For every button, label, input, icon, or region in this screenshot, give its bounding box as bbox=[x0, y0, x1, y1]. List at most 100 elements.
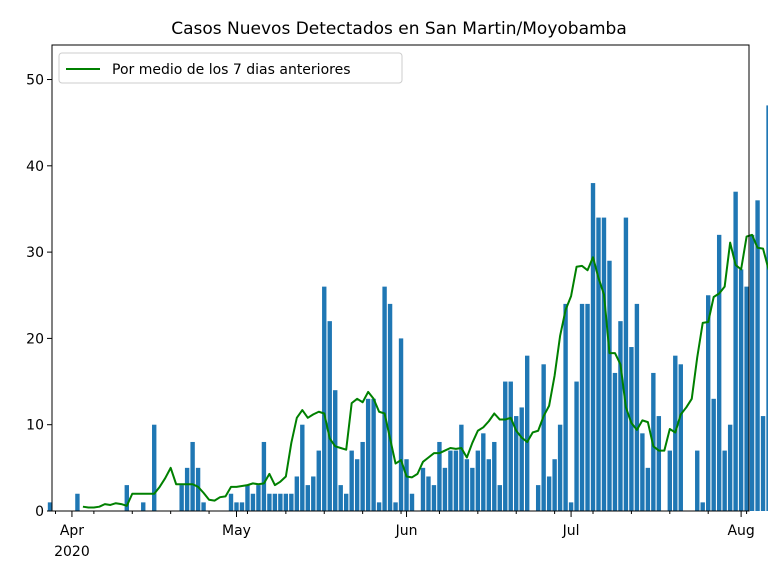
bar bbox=[722, 450, 727, 511]
bar bbox=[283, 493, 289, 511]
bar bbox=[738, 269, 744, 511]
bar bbox=[492, 441, 497, 511]
bar bbox=[481, 433, 486, 511]
legend-label: Por medio de los 7 dias anteriores bbox=[112, 62, 351, 78]
bar bbox=[431, 485, 437, 511]
plot-frame bbox=[51, 44, 750, 512]
y-tick-label: 30 bbox=[26, 245, 44, 261]
bar bbox=[272, 493, 278, 511]
bar bbox=[535, 485, 541, 511]
bar bbox=[387, 303, 393, 511]
bar bbox=[190, 441, 195, 511]
bar bbox=[382, 286, 387, 511]
bar bbox=[47, 502, 53, 511]
bar bbox=[365, 398, 371, 511]
bar bbox=[755, 200, 760, 511]
bar bbox=[124, 485, 129, 511]
x-tick-label: Apr bbox=[60, 523, 84, 539]
bar bbox=[184, 467, 190, 511]
bar bbox=[464, 459, 470, 511]
bar bbox=[239, 502, 245, 511]
chart-title: Casos Nuevos Detectados en San Martin/Mo… bbox=[171, 19, 627, 39]
bar bbox=[760, 416, 766, 511]
bar bbox=[541, 364, 546, 511]
bar bbox=[695, 450, 700, 511]
bar bbox=[612, 372, 618, 511]
x-tick-sublabel: 2020 bbox=[54, 544, 90, 560]
bar bbox=[316, 450, 321, 511]
bar bbox=[305, 485, 310, 511]
bar bbox=[716, 234, 722, 511]
bar bbox=[568, 502, 574, 511]
bar bbox=[514, 416, 519, 511]
bar bbox=[656, 416, 662, 511]
bar bbox=[766, 105, 768, 511]
bar bbox=[563, 303, 568, 511]
bar bbox=[503, 381, 508, 511]
bar bbox=[557, 424, 563, 511]
bar bbox=[228, 493, 234, 511]
bar bbox=[322, 286, 327, 511]
bar bbox=[596, 217, 601, 511]
moving-average-line bbox=[82, 233, 768, 509]
bar bbox=[623, 217, 629, 511]
bar bbox=[442, 467, 448, 511]
bar bbox=[349, 450, 354, 511]
bar bbox=[448, 450, 453, 511]
bar bbox=[678, 364, 683, 511]
bar bbox=[250, 493, 256, 511]
bar bbox=[574, 381, 579, 511]
bar bbox=[475, 450, 481, 511]
bar bbox=[267, 493, 272, 511]
bar bbox=[354, 459, 360, 511]
y-tick-label: 20 bbox=[26, 331, 44, 347]
bar bbox=[344, 493, 349, 511]
bar bbox=[289, 493, 294, 511]
bar bbox=[420, 467, 426, 511]
bar bbox=[552, 459, 557, 511]
bar bbox=[426, 476, 431, 511]
bar bbox=[749, 234, 755, 511]
bar bbox=[371, 398, 376, 511]
bar bbox=[640, 433, 645, 511]
bar bbox=[546, 476, 552, 511]
bar bbox=[294, 476, 300, 511]
bar bbox=[311, 476, 316, 511]
bar bbox=[453, 450, 459, 511]
bar bbox=[234, 502, 239, 511]
line-series bbox=[82, 233, 768, 509]
bar bbox=[700, 502, 705, 511]
y-tick-label: 10 bbox=[26, 418, 44, 434]
bar bbox=[201, 502, 206, 511]
bar bbox=[733, 191, 738, 511]
bar bbox=[618, 321, 623, 511]
bar bbox=[579, 303, 585, 511]
bar bbox=[398, 338, 404, 511]
bar bbox=[645, 467, 651, 511]
bar bbox=[706, 295, 711, 511]
bar bbox=[179, 485, 184, 511]
bar bbox=[141, 502, 146, 511]
bar bbox=[338, 485, 343, 511]
x-tick-label: May bbox=[222, 523, 251, 539]
bar bbox=[245, 485, 250, 511]
bar bbox=[727, 424, 733, 511]
bar bbox=[667, 450, 672, 511]
bar bbox=[409, 493, 415, 511]
bar bbox=[634, 303, 640, 511]
y-tick-label: 0 bbox=[35, 504, 44, 520]
bar bbox=[152, 424, 157, 511]
bar bbox=[376, 502, 382, 511]
y-tick-label: 50 bbox=[26, 73, 44, 89]
bar bbox=[278, 493, 283, 511]
bar bbox=[525, 355, 530, 511]
bar bbox=[601, 217, 607, 511]
bar bbox=[711, 398, 716, 511]
bar bbox=[585, 303, 590, 511]
bar-series bbox=[47, 105, 768, 511]
bar bbox=[300, 424, 305, 511]
bar bbox=[459, 424, 464, 511]
bar bbox=[195, 467, 201, 511]
bar bbox=[590, 183, 596, 511]
bar bbox=[508, 381, 513, 511]
